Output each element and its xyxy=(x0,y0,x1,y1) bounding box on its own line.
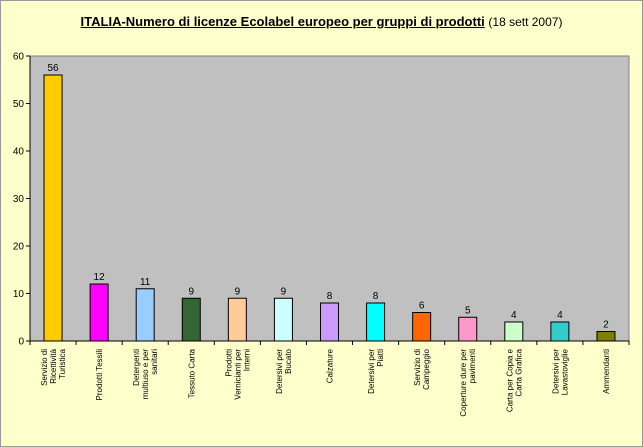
bar xyxy=(596,331,616,342)
bar-data-label: 11 xyxy=(140,277,151,288)
y-tick-label: 50 xyxy=(13,99,25,110)
bar-data-label: 9 xyxy=(235,286,241,297)
chart-title-block: ITALIA-Numero di licenze Ecolabel europe… xyxy=(0,14,643,29)
x-tick-label: Detergentimultiuso e persanitari xyxy=(132,349,159,400)
bar-data-label: 4 xyxy=(511,310,517,321)
x-tick-label: Calzature xyxy=(326,348,335,383)
y-tick-label: 60 xyxy=(13,52,25,63)
y-tick-label: 30 xyxy=(13,194,25,205)
bar xyxy=(227,297,247,342)
y-tick-label: 10 xyxy=(13,289,25,300)
plot-area xyxy=(29,55,630,342)
x-tick-label-group: Servizio diCampeggio xyxy=(413,348,431,389)
bar-data-label: 56 xyxy=(47,63,59,74)
x-tick-label: Prodotti Tessili xyxy=(95,349,104,401)
bar-data-label: 5 xyxy=(465,305,471,316)
bar xyxy=(504,321,524,342)
x-tick-label: Detersivi perBucato xyxy=(275,348,293,393)
bar xyxy=(43,74,63,342)
bar-data-label: 12 xyxy=(94,272,106,283)
chart-subtitle: (18 sett 2007) xyxy=(488,15,563,29)
bar xyxy=(135,288,155,342)
x-tick-label: Carta per Copia eCarta Grafica xyxy=(505,348,523,412)
x-tick-label-group: Coperture dure perpavimenti xyxy=(459,349,477,417)
y-tick-label: 20 xyxy=(13,242,25,253)
bar-data-label: 8 xyxy=(373,291,379,302)
x-tick-label-group: Calzature xyxy=(326,348,335,383)
bar xyxy=(412,312,432,342)
bar-data-label: 8 xyxy=(327,291,333,302)
bar xyxy=(181,297,201,342)
bar xyxy=(458,316,478,342)
x-tick-label-group: Detergentimultiuso e persanitari xyxy=(132,349,159,400)
x-tick-label-group: Ammendanti xyxy=(602,349,611,394)
x-tick-label-group: Tessuto Carta xyxy=(187,348,196,398)
x-tick-label: Servizio diCampeggio xyxy=(413,348,431,389)
x-tick-label: Coperture dure perpavimenti xyxy=(459,349,477,417)
bar-data-label: 9 xyxy=(281,286,287,297)
x-tick-label-group: Carta per Copia eCarta Grafica xyxy=(505,348,523,412)
x-tick-label-group: ProdottiVernicianti perInterni xyxy=(224,349,251,400)
bar xyxy=(366,302,386,342)
x-tick-label-group: Servizio diRicettivitàTuristica xyxy=(40,348,67,385)
x-tick-label: Detersivi perPiatti xyxy=(367,349,385,394)
bar-data-label: 9 xyxy=(188,286,194,297)
bar-data-label: 6 xyxy=(419,301,425,312)
y-tick-label: 40 xyxy=(13,147,25,158)
x-tick-label-group: Detersivi perBucato xyxy=(275,348,293,393)
x-tick-label-group: Detersivi perPiatti xyxy=(367,349,385,394)
x-tick-label: ProdottiVernicianti perInterni xyxy=(224,349,251,400)
bar xyxy=(320,302,339,342)
x-tick-label: Servizio diRicettivitàTuristica xyxy=(40,348,67,385)
bar-data-label: 2 xyxy=(603,320,609,331)
bar-data-label: 4 xyxy=(557,310,563,321)
x-tick-label-group: Detersivi perLavastoviglie xyxy=(551,348,569,395)
x-tick-label: Tessuto Carta xyxy=(187,348,196,398)
x-tick-label-group: Prodotti Tessili xyxy=(95,349,104,401)
bar xyxy=(273,297,293,342)
x-tick-label: Ammendanti xyxy=(602,349,611,394)
y-tick-label: 0 xyxy=(18,337,24,348)
bar xyxy=(550,321,570,342)
bar xyxy=(89,283,109,342)
x-tick-label: Detersivi perLavastoviglie xyxy=(551,348,569,395)
chart-title: ITALIA-Numero di licenze Ecolabel europe… xyxy=(80,14,485,29)
